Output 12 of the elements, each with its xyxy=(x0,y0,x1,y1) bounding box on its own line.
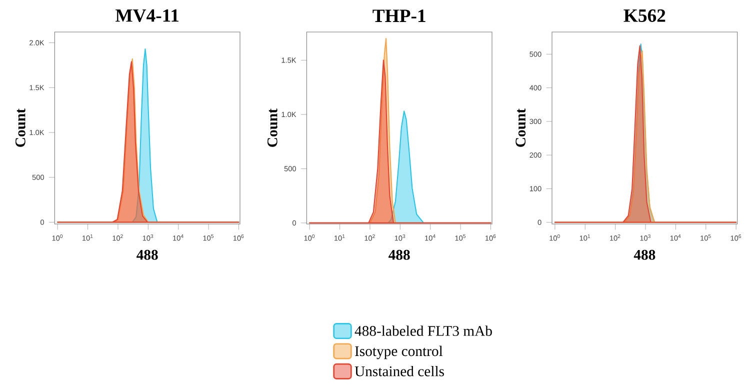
chart-title: MV4-11 xyxy=(116,9,179,22)
x-axis-title: 488 xyxy=(634,250,656,260)
y-axis-title: Count xyxy=(15,108,26,147)
x-axis-title: 488 xyxy=(388,250,410,260)
chart-title: THP-1 xyxy=(372,10,426,22)
legend-label: Isotype control xyxy=(355,346,443,360)
chart-title: K562 xyxy=(624,9,666,22)
legend-label: 488-labeled FLT3 mAb xyxy=(354,326,492,336)
x-axis-title: 488 xyxy=(136,250,158,260)
y-axis-title: Count xyxy=(516,108,526,147)
y-axis-title: Count xyxy=(267,108,278,147)
legend-label: Unstained cells xyxy=(354,366,444,376)
